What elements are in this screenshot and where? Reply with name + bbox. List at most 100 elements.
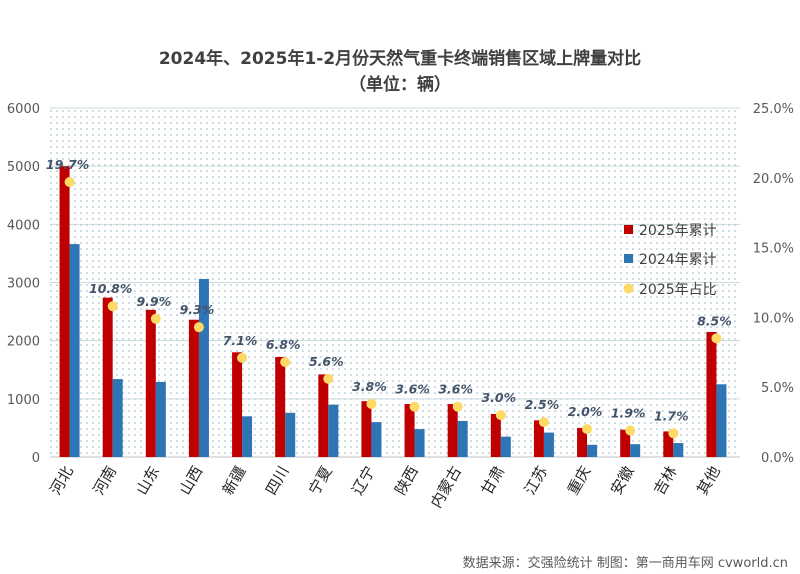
y-tick-label: 6000 [7, 102, 40, 117]
share-point-安徽 [625, 425, 636, 436]
bar-2024-河北 [69, 244, 80, 457]
bar-2025-四川 [275, 356, 286, 457]
share-point-河南 [107, 301, 118, 312]
bar-2024-山西 [198, 279, 209, 457]
share-label-山东: 9.9% [136, 294, 171, 309]
x-tick-label: 新疆 [219, 463, 250, 498]
share-point-辽宁 [366, 398, 377, 409]
share-point-山东 [150, 313, 161, 324]
x-tick-label: 内蒙古 [427, 463, 465, 511]
y-tick-label: 4000 [7, 218, 40, 233]
bar-2025-甘肃 [490, 413, 501, 457]
share-label-甘肃: 3.0% [481, 390, 516, 405]
x-tick-label: 其他 [693, 463, 724, 498]
share-label-河北: 19.7% [46, 157, 89, 172]
bar-series [59, 166, 727, 457]
bar-2024-吉林 [673, 443, 684, 457]
share-point-四川 [280, 357, 291, 368]
x-tick-label: 山东 [133, 463, 164, 498]
share-label-安徽: 1.9% [611, 405, 646, 420]
y2-tick-label: 20.0% [753, 172, 794, 187]
x-tick-label: 陕西 [391, 463, 422, 498]
share-point-内蒙古 [452, 401, 463, 412]
bar-2024-宁夏 [328, 404, 339, 457]
share-label-重庆: 2.0% [568, 404, 603, 419]
y2-tick-label: 10.0% [753, 311, 794, 326]
bar-2024-河南 [112, 379, 123, 457]
x-tick-label: 河北 [46, 463, 77, 498]
share-point-重庆 [582, 424, 593, 435]
legend-label: 2025年累计 [639, 223, 717, 239]
data-source-footer: 数据来源：交强险统计 制图：第一商用车网 cvworld.cn [462, 556, 788, 571]
y2-tick-label: 0.0% [761, 451, 794, 466]
x-tick-label: 吉林 [650, 463, 681, 498]
y-tick-label: 1000 [7, 393, 40, 408]
bar-2025-内蒙古 [447, 404, 458, 457]
share-label-四川: 6.8% [266, 337, 301, 352]
share-point-江苏 [538, 417, 549, 428]
bar-2025-宁夏 [318, 374, 329, 457]
share-points: 19.7% 10.8% 9.9% 9.3% 7.1% 6.8% 5.6% 3.8% 3.6% 3.… [46, 157, 732, 439]
share-point-吉林 [668, 428, 679, 439]
bar-2024-江苏 [543, 432, 554, 457]
legend-swatch [624, 225, 633, 234]
share-point-其他 [711, 333, 722, 344]
legend: 2025年累计 2024年累计 2025年占比 [623, 223, 717, 298]
y-tick-label: 3000 [7, 277, 40, 292]
bar-2025-安徽 [620, 429, 631, 457]
x-tick-label: 山西 [176, 463, 207, 498]
bar-2025-陕西 [404, 404, 415, 457]
x-tick-label: 重庆 [564, 463, 595, 498]
share-point-宁夏 [323, 373, 334, 384]
bar-2024-四川 [285, 412, 296, 457]
share-point-山西 [193, 322, 204, 333]
bar-2025-其他 [706, 331, 717, 457]
y2-tick-label: 5.0% [761, 381, 794, 396]
x-tick-label: 安徽 [607, 463, 638, 498]
bar-2024-辽宁 [371, 422, 382, 457]
bar-2025-河北 [59, 166, 70, 457]
bar-2025-辽宁 [361, 401, 372, 457]
bar-2025-重庆 [577, 427, 588, 457]
share-label-新疆: 7.1% [223, 333, 258, 348]
bar-2025-新疆 [232, 352, 243, 457]
bar-2024-安徽 [630, 444, 641, 457]
bar-2024-山东 [155, 381, 166, 457]
share-label-陕西: 3.6% [395, 382, 430, 397]
x-tick-label: 辽宁 [348, 463, 379, 498]
share-label-其他: 8.5% [697, 313, 732, 328]
x-tick-label: 四川 [262, 463, 293, 498]
y2-tick-label: 25.0% [753, 102, 794, 117]
y-tick-label: 0 [32, 451, 40, 466]
legend-label: 2024年累计 [639, 252, 717, 268]
y-axis-right: 0.0% 5.0% 10.0% 15.0% 20.0% 25.0% [753, 102, 794, 466]
bar-2024-其他 [716, 384, 727, 457]
y-tick-label: 5000 [7, 160, 40, 175]
share-point-陕西 [409, 401, 420, 412]
y2-tick-label: 15.0% [753, 242, 794, 257]
share-point-河北 [64, 176, 75, 187]
bar-2024-甘肃 [500, 436, 511, 457]
chart-subtitle: （单位：辆） [349, 75, 451, 95]
share-label-山西: 9.3% [180, 302, 215, 317]
legend-swatch [624, 254, 633, 263]
share-label-吉林: 1.7% [654, 408, 689, 423]
x-tick-label: 江苏 [521, 463, 552, 498]
share-label-河南: 10.8% [89, 281, 132, 296]
bar-2025-山西 [188, 319, 199, 457]
share-label-宁夏: 5.6% [309, 354, 344, 369]
legend-label: 2025年占比 [639, 282, 717, 298]
share-point-新疆 [237, 352, 248, 363]
bar-2025-吉林 [663, 431, 674, 457]
y-tick-label: 2000 [7, 335, 40, 350]
share-label-内蒙古: 3.6% [438, 382, 473, 397]
y-axis-left: 0 1000 2000 3000 4000 5000 6000 [7, 102, 40, 466]
x-tick-label: 甘肃 [478, 463, 509, 498]
bar-2025-江苏 [533, 420, 544, 457]
share-label-辽宁: 3.8% [352, 379, 387, 394]
share-point-甘肃 [495, 410, 506, 421]
x-tick-label: 宁夏 [305, 463, 336, 498]
bar-2025-山东 [145, 309, 156, 457]
share-label-江苏: 2.5% [525, 397, 560, 412]
